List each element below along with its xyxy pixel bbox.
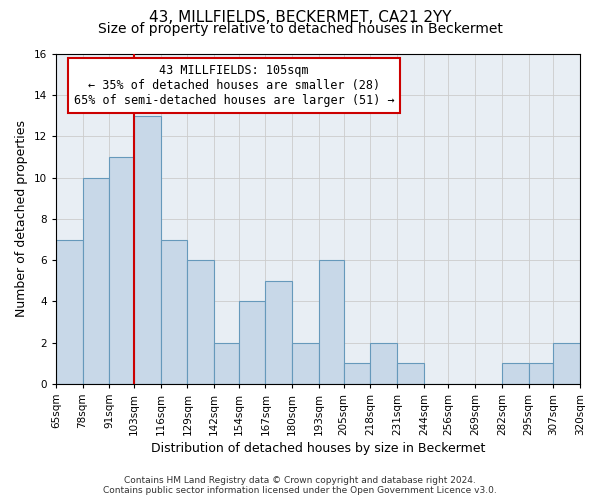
Bar [292, 342, 319, 384]
Bar [161, 240, 187, 384]
Bar [553, 342, 580, 384]
Bar [109, 157, 134, 384]
Bar [529, 364, 553, 384]
Bar [344, 364, 370, 384]
Bar [502, 364, 529, 384]
Bar [370, 342, 397, 384]
Bar [239, 302, 265, 384]
Bar [56, 240, 83, 384]
Text: 43, MILLFIELDS, BECKERMET, CA21 2YY: 43, MILLFIELDS, BECKERMET, CA21 2YY [149, 10, 451, 25]
Bar [134, 116, 161, 384]
X-axis label: Distribution of detached houses by size in Beckermet: Distribution of detached houses by size … [151, 442, 485, 455]
Text: Size of property relative to detached houses in Beckermet: Size of property relative to detached ho… [98, 22, 502, 36]
Bar [83, 178, 109, 384]
Text: 43 MILLFIELDS: 105sqm
← 35% of detached houses are smaller (28)
65% of semi-deta: 43 MILLFIELDS: 105sqm ← 35% of detached … [74, 64, 394, 107]
Bar [319, 260, 344, 384]
Text: Contains HM Land Registry data © Crown copyright and database right 2024.
Contai: Contains HM Land Registry data © Crown c… [103, 476, 497, 495]
Bar [397, 364, 424, 384]
Bar [265, 281, 292, 384]
Bar [214, 342, 239, 384]
Y-axis label: Number of detached properties: Number of detached properties [15, 120, 28, 318]
Bar [187, 260, 214, 384]
